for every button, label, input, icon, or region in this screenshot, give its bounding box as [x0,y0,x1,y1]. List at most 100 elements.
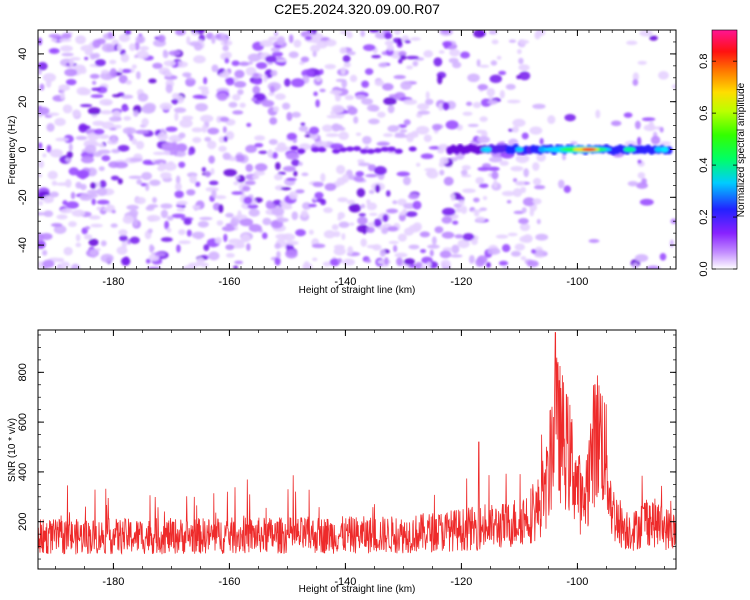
heatmap-cell [450,254,463,258]
heatmap-cell [518,218,529,225]
snr-xtick-label: -140 [334,576,356,588]
heatmap-cell [489,74,502,84]
heatmap-cell [624,140,637,147]
heatmap-cell [429,249,434,257]
heatmap-cell [211,34,216,44]
spectrogram-ytick-label: 40 [17,48,29,60]
heatmap-cell [462,111,473,116]
heatmap-cell [490,60,498,66]
heatmap-cell [84,49,94,56]
heatmap-cell [472,101,482,109]
heatmap-cell [233,265,239,269]
heatmap-cell [88,238,99,247]
heatmap-cell [374,184,381,193]
heatmap-cell [295,229,306,237]
heatmap-cell [564,114,576,122]
heatmap-cell [325,39,337,47]
snr-series-line [38,332,676,555]
heatmap-cell [322,261,332,267]
heatmap-cell [223,168,237,177]
heatmap-cell [188,150,193,156]
heatmap-cell [465,101,473,106]
heatmap-cell [135,196,146,205]
heatmap-cell [346,32,353,39]
heatmap-cell [275,233,289,240]
heatmap-cell [160,203,173,209]
heatmap-cell [425,91,430,100]
heatmap-cell [46,144,52,153]
heatmap-cell [96,199,110,205]
heatmap-cell [535,233,549,241]
heatmap-cell [495,234,509,239]
spectrogram-ytick-label: 0 [17,146,29,152]
heatmap-cell [392,245,398,253]
heatmap-cell [222,126,227,134]
heatmap-cell [660,141,672,146]
heatmap-cell [110,175,120,181]
heatmap-cell [195,103,208,112]
heatmap-cell [467,123,479,128]
heatmap-cell [384,40,394,46]
heatmap-cell [134,54,139,59]
heatmap-cell [276,36,286,46]
heatmap-cell [439,169,445,176]
heatmap-cell [366,244,379,249]
heatmap-cell [88,193,98,198]
heatmap-cell [248,61,253,65]
heatmap-cell [118,68,123,72]
heatmap-cell [186,189,196,196]
heatmap-cell [234,214,248,220]
heatmap-cell [50,223,63,227]
heatmap-cell [337,197,349,203]
heatmap-cell [312,181,324,188]
heatmap-cell [340,66,346,76]
heatmap-cell [234,154,245,163]
heatmap-cell [349,74,358,83]
heatmap-cell [189,175,197,184]
heatmap-cell [80,103,93,108]
heatmap-cell [100,69,110,74]
heatmap-cell [46,112,60,117]
heatmap-cell [326,114,340,119]
heatmap-cell [173,107,187,113]
heatmap-cell [242,185,251,192]
figure-title: C2E5.2024.320.09.00.R07 [274,1,440,17]
heatmap-cell [521,207,527,214]
heatmap-cell [159,102,173,111]
heatmap-cell [274,256,281,266]
heatmap-cell [248,224,262,233]
heatmap-cell [532,177,542,186]
heatmap-cell [182,72,192,78]
heatmap-cell [75,242,82,248]
heatmap-cell [237,89,244,95]
heatmap-cell [397,233,407,242]
heatmap-cell [165,83,173,94]
heatmap-cell [361,80,370,88]
heatmap-cell [343,61,351,68]
ridge-cell [359,148,368,154]
heatmap-cell [90,182,97,189]
heatmap-cell [273,173,283,181]
heatmap-cell [96,187,108,197]
heatmap-cell [38,37,43,46]
heatmap-cell [357,162,371,167]
heatmap-cell [38,200,44,206]
heatmap-cell [410,37,421,41]
heatmap-cell [293,170,298,177]
heatmap-cell [126,204,139,211]
heatmap-cell [392,200,398,205]
heatmap-cell [129,236,140,244]
heatmap-cell [201,166,207,173]
heatmap-cell [539,138,544,145]
heatmap-cell [280,146,292,150]
heatmap-cell [529,208,535,217]
ridge-cell [311,147,320,153]
ridge-cell [332,148,341,154]
heatmap-cell [219,73,225,78]
heatmap-cell [475,216,486,222]
heatmap-cell [360,238,367,247]
heatmap-cell [309,126,320,135]
heatmap-cell [388,240,399,245]
heatmap-cell [268,138,278,145]
heatmap-cell [171,92,180,100]
